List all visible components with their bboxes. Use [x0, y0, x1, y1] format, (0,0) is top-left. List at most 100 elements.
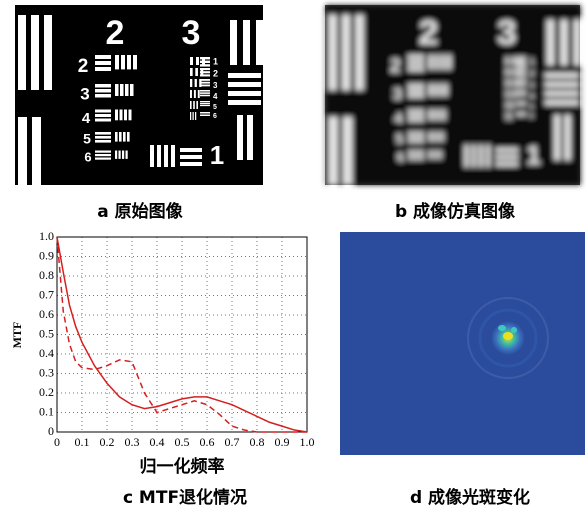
- target-bar: [228, 91, 261, 96]
- target-bar: [122, 151, 124, 159]
- target-bar: [95, 136, 111, 139]
- target-bar: [256, 20, 263, 65]
- target-bar: [95, 89, 111, 93]
- caption: b 成像仿真图像: [395, 201, 516, 222]
- target-bar: [95, 140, 111, 143]
- y-tick-label: 1.0: [39, 229, 54, 243]
- target-bar: [95, 132, 111, 135]
- target-bar: [190, 57, 193, 65]
- x-tick-label: 0.2: [100, 435, 115, 449]
- target-label: 3: [80, 84, 89, 103]
- target-bar: [95, 110, 111, 113]
- target-bar: [95, 151, 111, 153]
- target-background: [15, 5, 263, 185]
- target-bar: [129, 110, 132, 121]
- target-bar: [200, 105, 210, 106]
- target-bar: [195, 68, 198, 76]
- blurred-target: [325, 5, 580, 185]
- target-bar: [119, 132, 122, 142]
- target-bar: [200, 61, 210, 63]
- page: 2 3 2 3 4 5 6 1 1 2 3 4 5 6 0 0.1 0.2 0.3 0.…: [0, 0, 587, 516]
- target-label: 1: [210, 140, 224, 170]
- y-tick-label: 0.6: [39, 307, 54, 321]
- target-bar: [180, 148, 202, 152]
- target-label: 2: [106, 14, 125, 52]
- target-bar: [115, 132, 118, 142]
- target-bar: [190, 68, 193, 76]
- target-bar: [180, 155, 202, 159]
- target-bar: [150, 145, 154, 167]
- target-bar: [44, 15, 52, 90]
- x-tick-label: 0.5: [175, 435, 190, 449]
- target-bar: [230, 20, 237, 65]
- target-bar: [124, 110, 127, 121]
- resolution-target: 2 3 2 3 4 5 6 1 1 2 3 4 5 6: [15, 5, 263, 185]
- mtf-chart: 0 0.1 0.2 0.3 0.4 0.5 0.6 0.7 0.8 0.9 1.0 0 0.1 0.2 0.…: [39, 229, 315, 449]
- target-bar: [193, 101, 195, 109]
- target-bar: [95, 61, 111, 65]
- target-bar: [115, 151, 117, 159]
- target-bar: [190, 101, 192, 109]
- x-tick-label: 1.0: [300, 435, 315, 449]
- target-bar: [200, 68, 210, 70]
- target-label: 4: [82, 110, 91, 127]
- target-bar: [228, 82, 261, 87]
- target-bar: [200, 90, 210, 92]
- target-bar: [200, 64, 210, 66]
- target-bar: [95, 119, 111, 122]
- target-label: 3: [213, 81, 218, 90]
- target-bar: [95, 94, 111, 98]
- target-bar: [126, 151, 128, 159]
- target-bar: [200, 115, 210, 116]
- target-label: 5: [213, 104, 217, 111]
- target-bar: [18, 117, 27, 185]
- target-bar: [127, 132, 130, 142]
- target-label: 6: [84, 149, 91, 164]
- y-tick-label: 0.7: [39, 287, 54, 301]
- target-bar: [200, 74, 210, 76]
- x-tick-label: 0: [54, 435, 60, 449]
- y-tick-label: 0.1: [39, 404, 54, 418]
- target-bar: [243, 20, 250, 65]
- x-axis-label: 归一化频率: [140, 456, 225, 477]
- x-tick-label: 0.8: [250, 435, 265, 449]
- target-bar: [133, 55, 137, 69]
- target-bar: [228, 100, 261, 105]
- target-bar: [194, 90, 196, 98]
- y-tick-label: 0.4: [39, 346, 54, 360]
- y-tick-label: 0: [48, 424, 54, 438]
- target-bar: [200, 114, 210, 115]
- light-spot: [468, 298, 548, 378]
- x-tick-label: 0.3: [125, 435, 140, 449]
- target-bar: [95, 154, 111, 156]
- target-bar: [190, 79, 192, 87]
- x-tick-label: 0.6: [200, 435, 215, 449]
- target-bar: [195, 79, 197, 87]
- target-bar: [32, 117, 41, 185]
- target-bar: [115, 84, 119, 96]
- target-bar: [115, 55, 119, 69]
- target-bar: [190, 112, 191, 120]
- target-label: 5: [83, 131, 91, 147]
- target-label: 2: [78, 56, 89, 77]
- y-axis-label: MTF: [10, 322, 24, 349]
- target-bar: [190, 90, 192, 98]
- target-bar: [237, 115, 243, 160]
- y-tick-label: 0.2: [39, 385, 54, 399]
- target-bar: [200, 82, 210, 84]
- target-bar: [115, 110, 118, 121]
- target-bar: [123, 132, 126, 142]
- target-bar: [120, 110, 123, 121]
- caption: a 原始图像: [97, 201, 183, 222]
- target-label: 1: [213, 56, 218, 66]
- x-tick-label: 0.1: [75, 435, 90, 449]
- target-bar: [119, 151, 121, 159]
- y-tick-label: 0.8: [39, 268, 54, 282]
- x-tick-label: 0.9: [275, 435, 290, 449]
- target-bar: [120, 84, 124, 96]
- target-bar: [200, 103, 210, 104]
- target-bar: [193, 112, 194, 120]
- x-tick-label: 0.4: [150, 435, 165, 449]
- target-bar: [125, 84, 129, 96]
- x-tick-label: 0.7: [225, 435, 240, 449]
